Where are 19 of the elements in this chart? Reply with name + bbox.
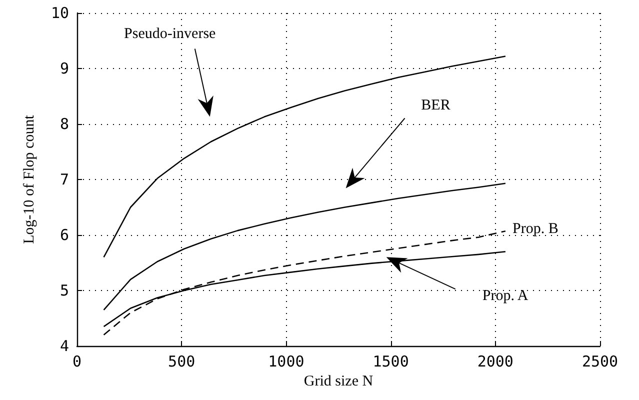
y-tick-label: 9 <box>60 60 69 78</box>
y-tick-label: 10 <box>50 4 69 22</box>
y-tick-label: 8 <box>60 115 69 133</box>
y-tick-label: 4 <box>60 337 69 355</box>
y-axis-title: Log-10 of Flop count <box>22 114 38 244</box>
y-tick-label: 7 <box>60 170 69 188</box>
text: BER <box>421 97 450 114</box>
x-tick-label: 0 <box>72 352 82 370</box>
x-tick-label: 2000 <box>477 352 514 370</box>
x-axis-title: Grid size N <box>304 374 374 390</box>
x-tick-label: 1000 <box>268 352 304 370</box>
y-tick-label: 6 <box>60 226 69 244</box>
x-tick-label: 1500 <box>372 352 409 370</box>
text: Prop. A <box>482 288 528 304</box>
x-tick-label: 2500 <box>582 352 618 370</box>
series-label: Prop. B <box>512 221 558 238</box>
text: Pseudo-inverse <box>124 26 216 42</box>
y-tick-label: 5 <box>60 282 69 300</box>
x-tick-label: 500 <box>168 352 196 370</box>
